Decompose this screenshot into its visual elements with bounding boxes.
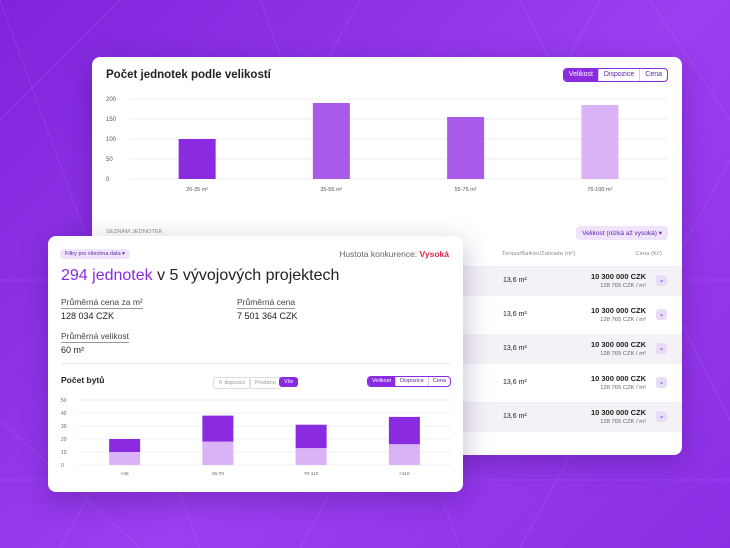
- chevron-down-icon[interactable]: ⌄: [656, 275, 667, 286]
- filter-available[interactable]: K dispozici: [213, 377, 252, 389]
- divider: [61, 363, 450, 364]
- column-header-price: Cena (Kč): [635, 251, 662, 257]
- avg-size-label: Průměrná velikost: [61, 331, 130, 343]
- bar-segment: [202, 441, 234, 465]
- sort-dropdown[interactable]: Velikost (nízká až vysoká) ▾: [576, 226, 668, 240]
- table-row[interactable]: 13,6 m² 10 300 000 CZK 128 765 CZK / m² …: [92, 300, 682, 330]
- chevron-down-icon[interactable]: ⌄: [656, 411, 667, 422]
- x-tick-label: 45-70: [212, 471, 225, 477]
- bar-segment: [109, 452, 141, 465]
- competition-density: Hustota konkurence: Vysoká: [339, 249, 449, 259]
- y-tick-label: 100: [106, 137, 117, 143]
- x-tick-label: 70-110: [304, 471, 319, 477]
- y-tick-label: 200: [106, 97, 117, 103]
- row-price: 10 300 000 CZK: [590, 374, 646, 383]
- headline: 294 jednotek v 5 vývojových projektech: [61, 267, 339, 285]
- tab-velikost[interactable]: Velikost: [563, 69, 598, 81]
- y-tick-label: 10: [61, 450, 67, 456]
- size-bar-chart: 0 50 100 150 200 20-35 m² 35-55 m² 55-75 m² 76-1…: [106, 97, 667, 193]
- row-area: 13,6 m²: [503, 413, 527, 420]
- x-tick-label: 20-35 m²: [186, 187, 208, 193]
- tab-cena[interactable]: Cena: [639, 69, 667, 81]
- y-tick-label: 40: [61, 411, 67, 417]
- tab-cena[interactable]: Cena: [427, 377, 450, 386]
- y-tick-label: 0: [61, 463, 64, 469]
- list-label: SEZNAM JEDNOTEK: [106, 229, 163, 235]
- panel-title: Počet jednotek podle velikostí: [106, 69, 271, 81]
- headline-rest: v 5 vývojových projektech: [157, 267, 340, 284]
- bar-segment: [202, 415, 234, 442]
- bar: [312, 103, 350, 179]
- bar-segment: [388, 416, 420, 445]
- y-tick-label: 50: [106, 157, 113, 163]
- bar: [581, 105, 619, 179]
- bar: [447, 117, 485, 179]
- avg-price-m2-value: 128 034 CZK: [61, 311, 115, 321]
- x-tick-label: <45: [121, 471, 129, 477]
- bar-segment: [295, 424, 327, 449]
- chevron-down-icon[interactable]: ⌄: [656, 377, 667, 388]
- avg-price-value: 7 501 364 CZK: [237, 311, 298, 321]
- x-tick-label: >110: [399, 471, 410, 477]
- row-price: 10 300 000 CZK: [590, 408, 646, 417]
- x-tick-label: 55-75 m²: [455, 187, 477, 193]
- chevron-down-icon[interactable]: ⌄: [656, 343, 667, 354]
- y-tick-label: 30: [61, 424, 67, 430]
- avg-size-value: 60 m²: [61, 345, 85, 355]
- tab-dispozice[interactable]: Dispozice: [597, 69, 639, 81]
- y-tick-label: 50: [61, 398, 67, 404]
- chart-tabs: Velikost Dispozice Cena: [562, 68, 668, 82]
- x-tick-label: 35-55 m²: [320, 187, 342, 193]
- filter-sold[interactable]: Prodáno: [249, 377, 282, 389]
- chart-tabs: Velikost Dispozice Cena: [367, 376, 451, 387]
- apartments-stacked-chart: 0 10 20 30 40 50 <45 45-70 70-110 >110: [61, 398, 451, 477]
- row-unit-price: 128 765 CZK / m²: [600, 351, 646, 357]
- row-unit-price: 128 765 CZK / m²: [600, 283, 646, 289]
- headline-count: 294 jednotek: [61, 267, 153, 284]
- row-area: 13,6 m²: [503, 345, 527, 352]
- bar-segment: [109, 439, 141, 452]
- row-price: 10 300 000 CZK: [590, 340, 646, 349]
- tab-dispozice[interactable]: Dispozice: [395, 377, 428, 386]
- row-price: 10 300 000 CZK: [590, 306, 646, 315]
- y-tick-label: 0: [106, 177, 110, 183]
- avg-price-m2-label: Průměrná cena za m²: [61, 297, 143, 309]
- row-area: 13,6 m²: [503, 277, 527, 284]
- summary-panel: Filtry pro všechna data ▾ Hustota konkur…: [48, 236, 463, 492]
- chevron-down-icon: ▾: [122, 251, 125, 257]
- chart-title: Počet bytů: [61, 375, 105, 385]
- row-unit-price: 128 765 CZK / m²: [600, 419, 646, 425]
- table-row[interactable]: 13,6 m² 10 300 000 CZK 128 765 CZK / m² …: [92, 368, 682, 398]
- filter-all[interactable]: Vše: [279, 377, 299, 387]
- column-header-terrace: Terasa/Balkon/Zahrada (m²): [502, 251, 576, 257]
- tab-velikost[interactable]: Velikost: [368, 377, 395, 386]
- bar: [178, 139, 216, 179]
- filter-dropdown[interactable]: Filtry pro všechna data ▾: [60, 249, 130, 259]
- chevron-down-icon[interactable]: ⌄: [656, 309, 667, 320]
- competition-value: Vysoká: [419, 249, 449, 259]
- row-unit-price: 128 765 CZK / m²: [600, 385, 646, 391]
- y-tick-label: 20: [61, 437, 67, 443]
- x-tick-label: 76-100 m²: [587, 187, 612, 193]
- row-area: 13,6 m²: [503, 311, 527, 318]
- filter-label: Filtry pro všechna data: [65, 251, 121, 257]
- chevron-down-icon: ▾: [658, 230, 662, 237]
- sort-label: Velikost (nízká až vysoká): [582, 230, 657, 237]
- competition-label: Hustota konkurence:: [339, 249, 418, 259]
- row-price: 10 300 000 CZK: [590, 272, 646, 281]
- row-unit-price: 128 765 CZK / m²: [600, 317, 646, 323]
- y-tick-label: 150: [106, 117, 117, 123]
- avg-price-label: Průměrná cena: [237, 297, 296, 309]
- bar-segment: [388, 444, 420, 465]
- bar-segment: [295, 448, 327, 465]
- row-area: 13,6 m²: [503, 379, 527, 386]
